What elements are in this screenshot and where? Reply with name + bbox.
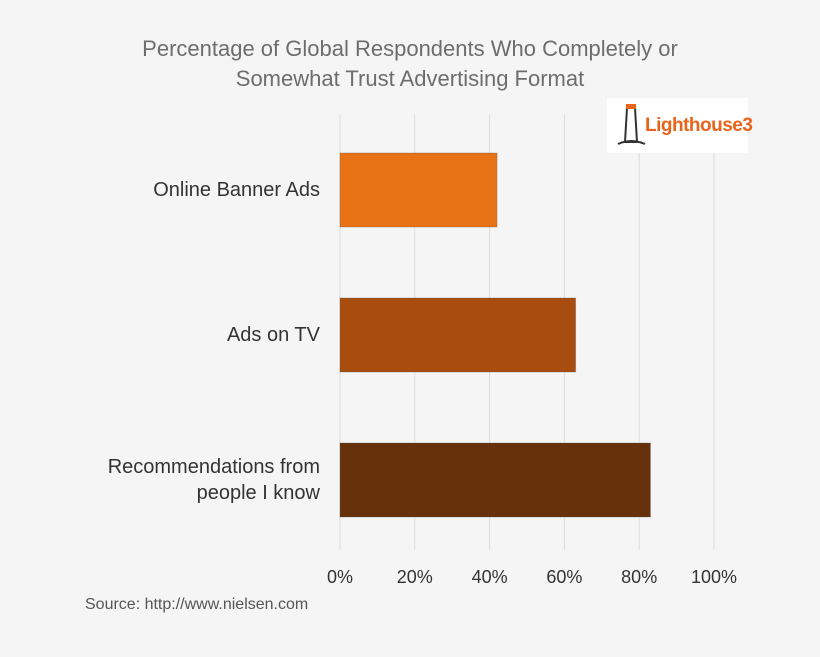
logo: Lighthouse3: [607, 98, 753, 153]
x-tick-label: 40%: [472, 567, 508, 587]
x-tick-label: 20%: [397, 567, 433, 587]
bar: [339, 152, 498, 228]
bar: [339, 297, 577, 373]
chart-title: Percentage of Global Respondents Who Com…: [142, 36, 678, 91]
y-tick-label: Ads on TV: [226, 324, 320, 346]
y-tick-label: Recommendations from people I know: [107, 456, 320, 504]
x-tick-label: 80%: [621, 567, 657, 587]
x-tick-label: 0%: [327, 567, 353, 587]
source: Source: http://www.nielsen.com: [85, 596, 309, 613]
logo-text: Lighthouse3: [645, 115, 753, 136]
x-tick-label: 60%: [546, 567, 582, 587]
y-tick-label: Online Banner Ads: [153, 179, 320, 201]
bar: [339, 442, 651, 518]
x-tick-label: 100%: [691, 567, 737, 587]
logo-icon: [617, 104, 646, 145]
